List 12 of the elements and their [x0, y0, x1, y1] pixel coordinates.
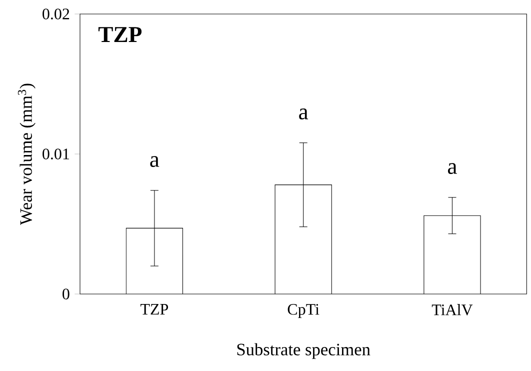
x-axis-title: Substrate specimen: [237, 343, 370, 359]
y-tick-label: 0.01: [42, 148, 70, 160]
x-tick-label: TiAlV: [432, 304, 473, 316]
x-tick-label: TZP: [140, 304, 168, 315]
annotation: a: [299, 108, 308, 120]
x-tick-label: CpTi: [288, 304, 320, 318]
annotation: a: [150, 156, 160, 168]
y-axis-title: Wear volume (mm$^{3}$): [18, 84, 36, 225]
annotation: a: [448, 163, 457, 174]
annotation: TZP: [98, 27, 142, 42]
y-tick-label: 0.02: [42, 8, 70, 20]
y-tick-label: 0: [62, 288, 70, 300]
